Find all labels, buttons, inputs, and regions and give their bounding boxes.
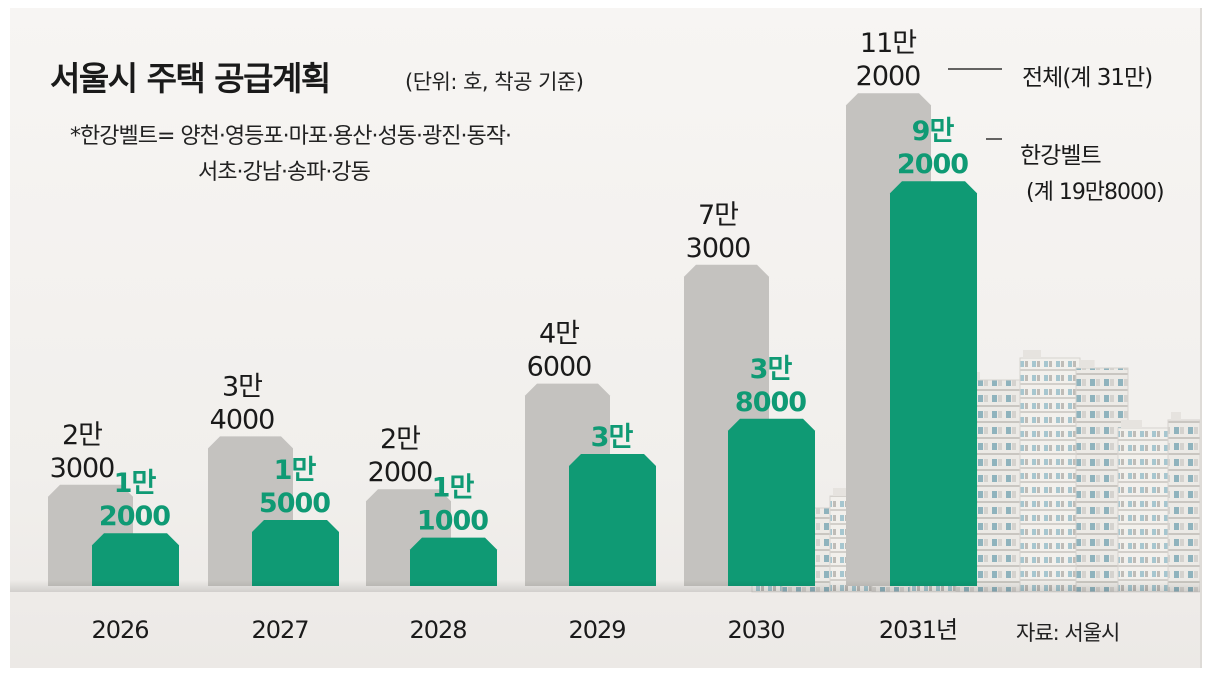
total-value-label: 4만 bbox=[539, 319, 579, 350]
apartment-roof bbox=[1079, 360, 1095, 368]
x-tick-label: 2026 bbox=[91, 616, 148, 644]
hangang-value-label: 1000 bbox=[417, 506, 488, 537]
legend-hangang-sum: (계 19만8000) bbox=[1026, 180, 1165, 205]
hangang-belt-note-line1: *한강벨트= 양천·영등포·마포·용산·성동·광진·동작· bbox=[70, 124, 512, 149]
hangang-value-label: 3만 bbox=[591, 422, 634, 453]
hangang-value-label: 8000 bbox=[735, 387, 806, 418]
hangang-value-label: 2000 bbox=[897, 149, 968, 180]
total-value-label: 2000 bbox=[856, 61, 921, 92]
apartment-roof bbox=[833, 488, 847, 496]
total-value-label: 7만 bbox=[698, 200, 738, 231]
hangang-value-label: 1만 bbox=[274, 455, 317, 486]
hangang-belt-note-line2: 서초·강남·송파·강동 bbox=[198, 160, 371, 185]
total-value-label: 2만 bbox=[380, 424, 420, 455]
x-tick-label: 2030 bbox=[727, 616, 784, 644]
x-tick-label: 2031년 bbox=[879, 616, 957, 644]
infographic-frame: 2만 3000 1만 2000 2026 3만 4000 1만 5000 2027 2만 2000 1만… bbox=[10, 8, 1202, 668]
apartment-roof bbox=[1023, 350, 1041, 358]
hangang-bar-2029 bbox=[569, 454, 656, 586]
total-value-label: 3000 bbox=[50, 453, 115, 484]
legend-total-label: 전체(계 31만) bbox=[1022, 65, 1153, 91]
total-value-label: 6000 bbox=[527, 352, 592, 383]
total-value-label: 11만 bbox=[860, 28, 916, 59]
apartment-roof bbox=[1171, 412, 1181, 420]
apartment-building bbox=[1019, 357, 1081, 593]
total-value-label: 3000 bbox=[686, 233, 751, 264]
unit-note: (단위: 호, 착공 기준) bbox=[405, 70, 584, 94]
hangang-bar-2026 bbox=[92, 533, 179, 586]
total-value-label: 2000 bbox=[368, 457, 433, 488]
hangang-value-label: 5000 bbox=[259, 488, 330, 519]
hangang-value-label: 2000 bbox=[99, 501, 170, 532]
hangang-value-label: 1만 bbox=[114, 468, 157, 499]
baseline-band bbox=[10, 580, 1200, 592]
total-value-label: 3만 bbox=[222, 371, 262, 402]
total-value-label: 4000 bbox=[210, 404, 275, 435]
apartment-roof bbox=[1121, 420, 1142, 428]
x-tick-label: 2027 bbox=[251, 616, 308, 644]
chart-title: 서울시 주택 공급계획 bbox=[50, 59, 331, 98]
x-tick-label: 2028 bbox=[409, 616, 466, 644]
hangang-value-label: 3만 bbox=[750, 354, 793, 385]
hangang-bar-2028 bbox=[410, 537, 497, 586]
apartment-building bbox=[1167, 419, 1200, 593]
x-tick-label: 2029 bbox=[568, 616, 625, 644]
legend-hangang-label: 한강벨트 bbox=[1020, 143, 1102, 169]
hangang-bar-2031년 bbox=[890, 181, 977, 586]
hangang-value-label: 9만 bbox=[912, 116, 955, 147]
hangang-bar-2030 bbox=[728, 418, 815, 586]
hangang-bar-2027 bbox=[252, 520, 339, 586]
hangang-value-label: 1만 bbox=[432, 473, 475, 504]
source-note: 자료: 서울시 bbox=[1016, 621, 1120, 645]
total-value-label: 2만 bbox=[62, 420, 102, 451]
